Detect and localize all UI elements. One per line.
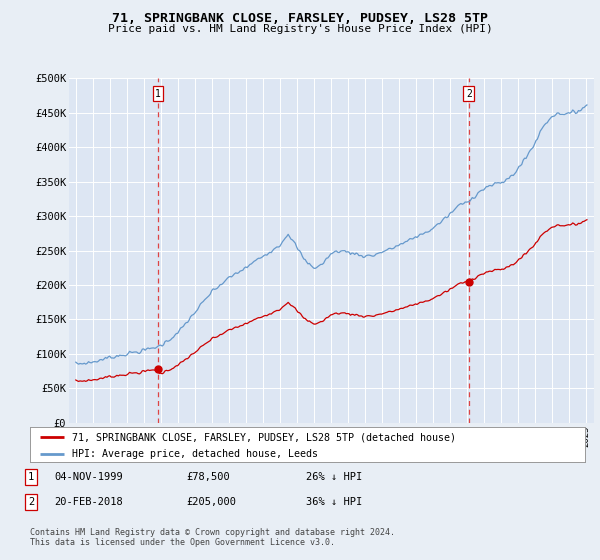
Text: 71, SPRINGBANK CLOSE, FARSLEY, PUDSEY, LS28 5TP (detached house): 71, SPRINGBANK CLOSE, FARSLEY, PUDSEY, L…	[71, 432, 455, 442]
Text: 2: 2	[466, 89, 472, 99]
Text: HPI: Average price, detached house, Leeds: HPI: Average price, detached house, Leed…	[71, 449, 317, 459]
Text: 20-FEB-2018: 20-FEB-2018	[54, 497, 123, 507]
Text: Contains HM Land Registry data © Crown copyright and database right 2024.
This d: Contains HM Land Registry data © Crown c…	[30, 528, 395, 548]
Text: 71, SPRINGBANK CLOSE, FARSLEY, PUDSEY, LS28 5TP: 71, SPRINGBANK CLOSE, FARSLEY, PUDSEY, L…	[112, 12, 488, 25]
Text: 04-NOV-1999: 04-NOV-1999	[54, 472, 123, 482]
Text: 1: 1	[28, 472, 34, 482]
Text: 36% ↓ HPI: 36% ↓ HPI	[306, 497, 362, 507]
Text: 26% ↓ HPI: 26% ↓ HPI	[306, 472, 362, 482]
Text: 1: 1	[155, 89, 161, 99]
Text: £78,500: £78,500	[186, 472, 230, 482]
Text: 2: 2	[28, 497, 34, 507]
Text: £205,000: £205,000	[186, 497, 236, 507]
Text: Price paid vs. HM Land Registry's House Price Index (HPI): Price paid vs. HM Land Registry's House …	[107, 24, 493, 34]
